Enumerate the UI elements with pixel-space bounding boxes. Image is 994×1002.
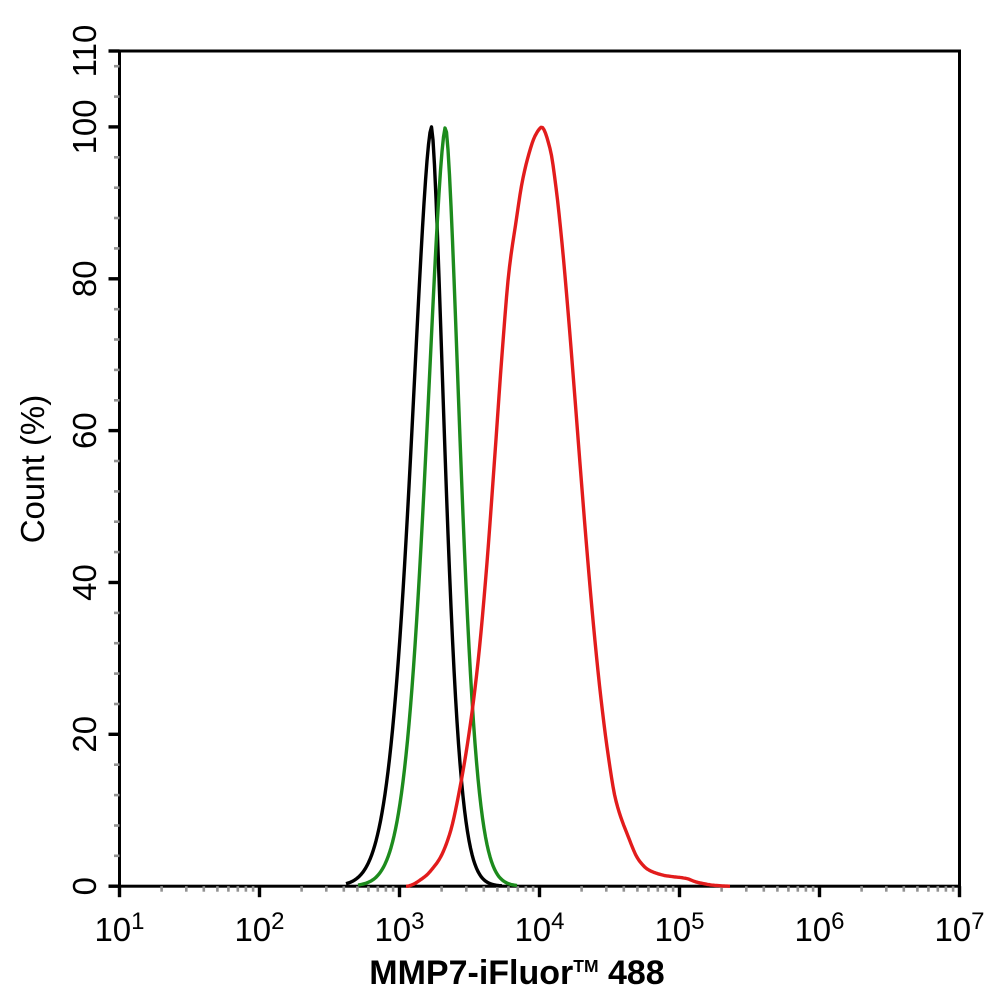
svg-text:100: 100: [66, 99, 103, 154]
svg-text:104: 104: [514, 908, 564, 948]
svg-text:40: 40: [66, 564, 103, 601]
svg-text:60: 60: [66, 412, 103, 449]
svg-text:80: 80: [66, 260, 103, 297]
svg-text:Count (%): Count (%): [14, 395, 51, 544]
svg-text:0: 0: [66, 877, 103, 895]
svg-text:110: 110: [66, 25, 103, 78]
svg-text:105: 105: [654, 908, 704, 948]
svg-text:MMP7-iFluorTM 488: MMP7-iFluorTM 488: [369, 954, 664, 992]
svg-text:20: 20: [66, 716, 103, 753]
